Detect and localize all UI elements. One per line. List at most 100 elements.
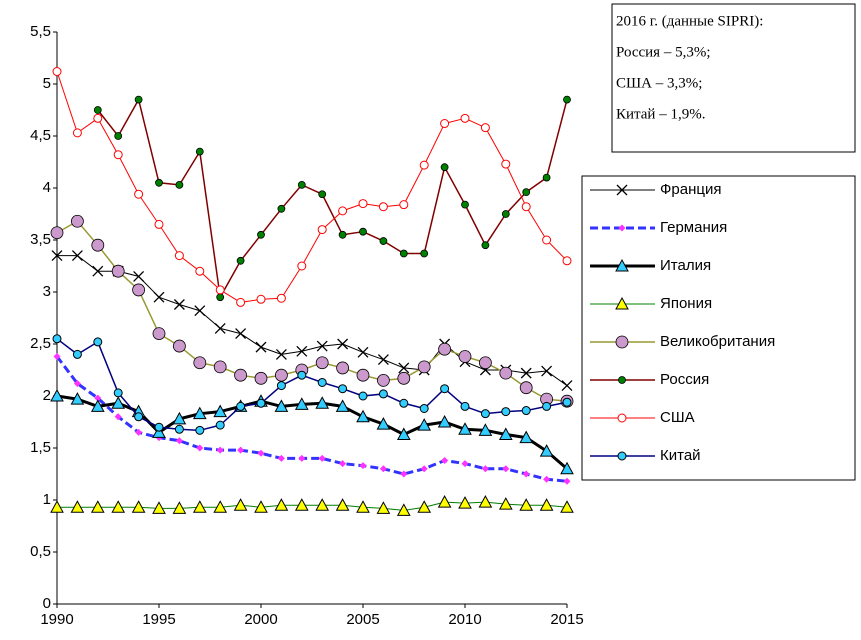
x-tick-label: 1995 [142, 611, 175, 628]
marker [519, 381, 533, 395]
marker [50, 388, 64, 402]
marker [52, 67, 62, 77]
marker [192, 500, 207, 513]
marker [133, 270, 145, 282]
marker [358, 391, 368, 401]
marker [337, 338, 349, 350]
marker [522, 188, 531, 197]
marker [277, 454, 285, 462]
marker [316, 340, 328, 352]
marker [417, 360, 431, 374]
legend-label: Франция [660, 181, 721, 198]
marker [132, 283, 146, 297]
marker [481, 465, 489, 473]
marker [501, 210, 510, 218]
legend-label: Италия [660, 257, 711, 274]
marker [195, 425, 205, 435]
marker [460, 113, 470, 123]
marker [356, 409, 370, 423]
legend-swatch-marker [617, 413, 627, 423]
marker [294, 498, 309, 511]
marker [499, 366, 513, 380]
marker [213, 360, 227, 374]
legend-swatch-marker [617, 451, 627, 461]
marker [542, 235, 552, 245]
marker [417, 418, 432, 431]
marker [257, 230, 265, 239]
marker [173, 299, 185, 310]
marker [276, 381, 286, 391]
marker [195, 266, 205, 276]
marker [338, 384, 348, 394]
marker [50, 500, 64, 513]
marker [255, 341, 267, 353]
legend-label: США [660, 409, 695, 426]
legend-label: Россия [660, 371, 709, 388]
marker [50, 226, 64, 240]
marker [400, 470, 408, 478]
y-tick-label: 2,5 [30, 335, 51, 352]
annotation-line: Китай – 1,9%. [616, 106, 705, 122]
series-line [97, 98, 568, 298]
marker [51, 250, 63, 262]
marker [235, 328, 247, 340]
marker [318, 454, 326, 462]
marker [131, 500, 146, 513]
marker [93, 337, 103, 347]
marker [90, 399, 105, 412]
marker [277, 204, 286, 213]
marker [216, 446, 224, 454]
marker [539, 498, 554, 511]
marker [317, 377, 327, 387]
legend-label: Великобритания [660, 333, 775, 350]
marker [480, 123, 490, 133]
y-tick-label: 5 [43, 75, 51, 92]
marker [438, 342, 452, 356]
marker [113, 150, 123, 160]
marker [257, 449, 265, 457]
marker [339, 460, 347, 468]
marker [93, 113, 103, 123]
marker [396, 427, 411, 440]
marker [72, 349, 82, 359]
marker [195, 147, 204, 156]
marker [233, 498, 248, 511]
marker [543, 475, 551, 483]
marker [399, 249, 408, 258]
x-tick-label: 2000 [244, 611, 277, 628]
marker [73, 380, 81, 388]
marker [315, 396, 330, 409]
marker [519, 430, 534, 444]
legend-label: Китай [660, 447, 701, 464]
marker [192, 406, 207, 420]
marker [155, 178, 163, 187]
marker [399, 398, 409, 408]
marker [478, 356, 492, 370]
marker [175, 437, 183, 445]
marker [71, 250, 83, 262]
marker [274, 498, 289, 511]
marker [378, 389, 388, 399]
marker [420, 465, 428, 473]
marker [256, 294, 266, 304]
marker [378, 202, 388, 212]
marker [396, 503, 411, 516]
marker [236, 401, 246, 411]
marker [152, 501, 166, 514]
marker [542, 401, 552, 411]
legend-swatch-marker [615, 335, 629, 349]
marker [357, 346, 369, 358]
marker [274, 399, 289, 412]
y-tick-label: 0 [43, 595, 51, 612]
marker [236, 297, 246, 307]
x-tick-label: 2005 [346, 611, 379, 628]
marker [336, 361, 350, 375]
marker [560, 461, 574, 475]
marker [562, 397, 572, 407]
y-tick-label: 4 [43, 179, 51, 196]
marker [461, 460, 469, 468]
annotation-box [611, 3, 856, 153]
marker [315, 498, 330, 511]
marker [94, 394, 102, 402]
